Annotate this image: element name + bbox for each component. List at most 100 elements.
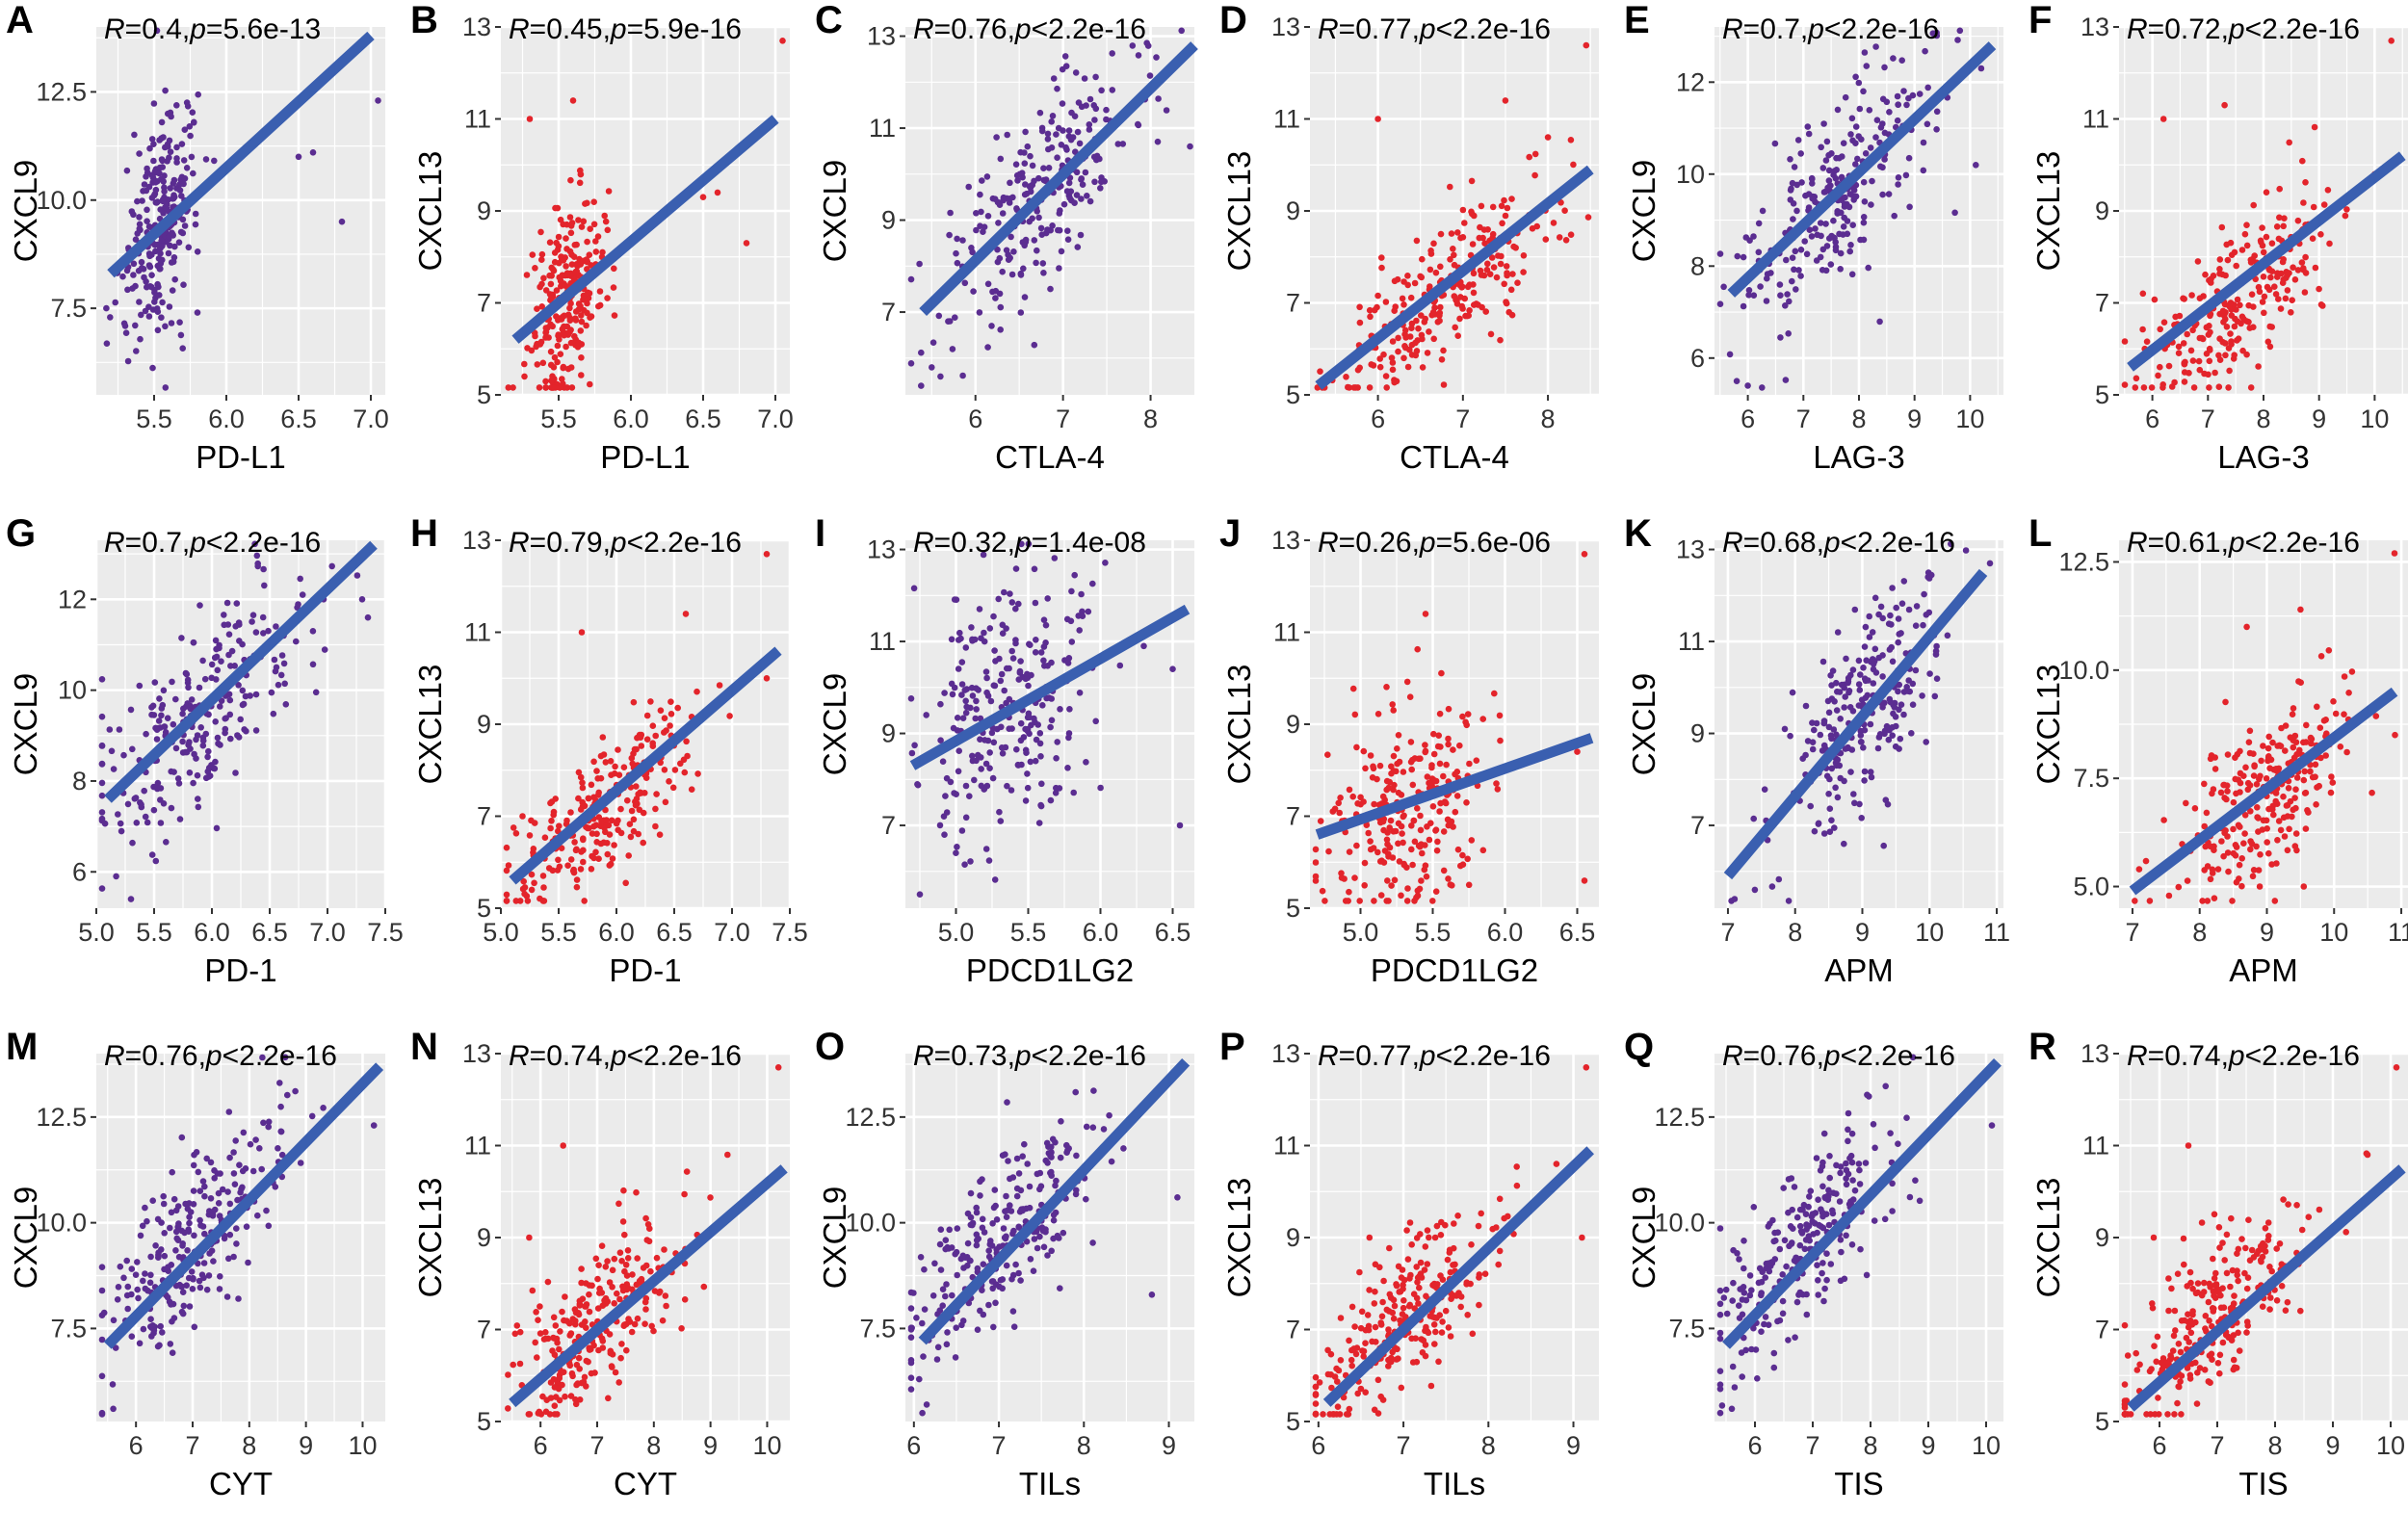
data-point	[2323, 730, 2330, 737]
x-tick-label: 11	[2388, 918, 2408, 947]
data-point	[1848, 115, 1856, 122]
data-point	[1005, 1158, 1011, 1164]
data-point	[551, 1384, 559, 1391]
data-point	[1357, 1385, 1365, 1393]
data-point	[688, 786, 695, 793]
data-point	[159, 157, 166, 165]
panel-letter: K	[1624, 512, 1652, 555]
data-point	[1419, 849, 1426, 857]
data-point	[1865, 677, 1871, 684]
data-point	[956, 629, 963, 637]
data-point	[184, 676, 192, 684]
data-point	[179, 345, 186, 352]
data-point	[1468, 837, 1476, 844]
x-tick-label: 6	[1741, 404, 1755, 433]
data-point	[1788, 185, 1794, 193]
data-point	[985, 1301, 992, 1309]
data-point	[984, 280, 992, 288]
data-point	[1865, 264, 1871, 272]
x-tick-label: 5.0	[78, 918, 115, 947]
x-axis-title: LAG-3	[2217, 439, 2309, 475]
data-point	[605, 188, 613, 195]
y-tick-label: 7.5	[50, 1314, 87, 1343]
data-point	[916, 1375, 923, 1383]
data-point	[986, 749, 993, 756]
data-point	[613, 820, 620, 827]
data-point	[1542, 236, 1550, 243]
data-point	[1962, 547, 1970, 554]
x-tick-label: 6.5	[685, 404, 721, 433]
stat-annotation: R=0.7,p<2.2e-16	[104, 527, 321, 559]
data-point	[1430, 335, 1437, 343]
data-point	[653, 791, 660, 797]
data-point	[1062, 143, 1069, 151]
data-point	[1378, 264, 1385, 272]
data-point	[2286, 139, 2292, 146]
data-point	[1825, 709, 1833, 717]
stat-r-value: =0.7,	[1743, 13, 1809, 45]
data-point	[1026, 640, 1033, 648]
data-point	[2274, 837, 2281, 844]
data-point	[1468, 1241, 1475, 1248]
data-point	[211, 1175, 218, 1182]
data-point	[526, 1411, 534, 1418]
data-point	[265, 1123, 273, 1131]
data-point	[2314, 703, 2320, 711]
data-point	[1402, 334, 1409, 341]
data-point	[1356, 1268, 1363, 1276]
data-point	[1002, 1208, 1008, 1214]
data-point	[680, 756, 688, 764]
data-point	[580, 847, 587, 854]
data-point	[962, 782, 970, 790]
data-point	[955, 665, 962, 672]
data-point	[1470, 289, 1478, 297]
y-tick-label: 10	[1676, 160, 1705, 189]
data-point	[1497, 737, 1504, 744]
data-point	[1028, 671, 1034, 679]
data-point	[538, 303, 545, 310]
data-point	[567, 229, 575, 237]
data-point	[600, 839, 608, 847]
data-point	[1371, 1300, 1378, 1307]
data-point	[1973, 162, 1979, 169]
y-tick-label: 13	[1676, 535, 1705, 564]
data-point	[1015, 1170, 1023, 1177]
data-point	[219, 1186, 226, 1193]
data-point	[1010, 248, 1017, 255]
data-point	[914, 781, 921, 788]
data-point	[1948, 540, 1954, 548]
data-point	[1031, 341, 1038, 349]
data-point	[641, 790, 648, 796]
data-point	[1422, 842, 1428, 848]
data-point	[1400, 812, 1407, 820]
y-axis-title: CXCL13	[412, 665, 448, 785]
data-point	[2240, 315, 2247, 323]
stat-annotation: R=0.76,p<2.2e-16	[913, 13, 1146, 45]
data-point	[1503, 263, 1510, 270]
data-point	[1879, 614, 1886, 622]
regression-line	[1315, 733, 1594, 840]
data-point	[1353, 842, 1360, 849]
data-point	[1480, 226, 1488, 233]
data-point	[232, 1137, 239, 1144]
data-point	[624, 1255, 632, 1262]
data-point	[588, 1369, 595, 1377]
data-point	[2227, 300, 2235, 306]
data-point	[1417, 826, 1425, 834]
data-point	[566, 1332, 573, 1339]
data-point	[2190, 384, 2198, 391]
data-point	[615, 746, 621, 753]
data-point	[592, 848, 599, 856]
data-point	[162, 143, 169, 151]
data-point	[512, 830, 520, 837]
data-point	[1017, 658, 1024, 665]
data-point	[941, 690, 948, 696]
data-point	[2155, 372, 2161, 379]
data-point	[1453, 1292, 1460, 1299]
data-point	[959, 1317, 967, 1324]
data-point	[564, 365, 572, 373]
y-tick-label: 7	[1690, 811, 1705, 840]
data-point	[1029, 215, 1035, 222]
data-point	[623, 1346, 630, 1354]
data-point	[694, 688, 700, 695]
